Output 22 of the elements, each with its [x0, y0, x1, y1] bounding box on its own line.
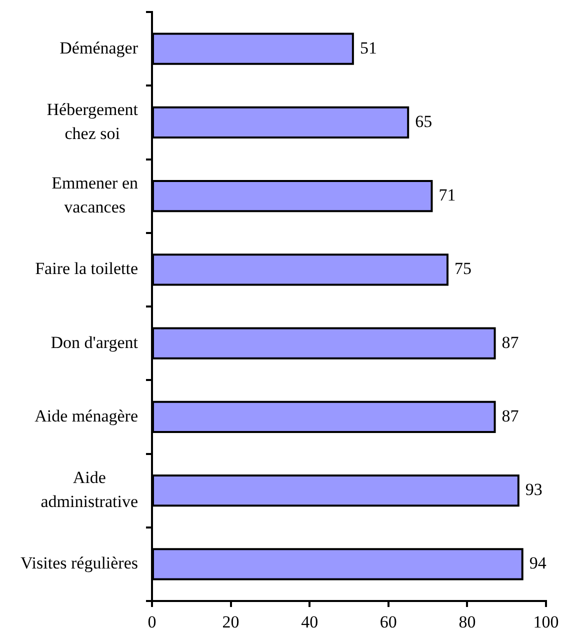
x-tick-label: 40	[301, 612, 318, 632]
y-tick-label: Aide ménagère	[34, 406, 138, 426]
data-label: 51	[360, 38, 377, 58]
data-label: 93	[525, 480, 542, 500]
data-label: 65	[415, 112, 432, 131]
x-tick-label: 60	[380, 612, 397, 632]
y-tick-label: Emmener en vacances	[52, 174, 138, 217]
data-label: 87	[502, 332, 520, 352]
y-tick-label: Faire la toilette	[35, 259, 138, 278]
x-tick-label: 80	[458, 612, 476, 632]
x-tick-label: 20	[222, 612, 240, 632]
y-tick-label: Déménager	[60, 38, 138, 58]
data-label: 75	[454, 259, 472, 278]
data-label: 94	[529, 554, 547, 573]
data-label: 87	[502, 406, 520, 426]
y-tick-label: Visites régulières	[20, 554, 138, 573]
x-tick-label: 100	[533, 612, 559, 632]
y-tick-label: Don d'argent	[50, 332, 138, 352]
y-tick-label: Aide administrative	[40, 468, 138, 512]
y-tick-label: Hébergement chez soi	[46, 100, 138, 143]
x-tick-label: 0	[148, 612, 156, 632]
data-label: 71	[438, 186, 456, 205]
